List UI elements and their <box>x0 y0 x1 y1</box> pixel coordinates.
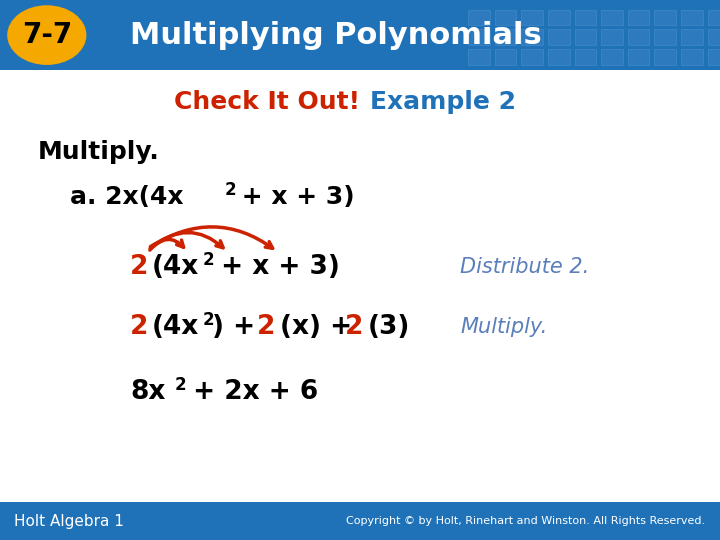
Text: Check It Out!: Check It Out! <box>174 90 360 114</box>
FancyBboxPatch shape <box>681 30 703 45</box>
Text: Holt Algebra 1: Holt Algebra 1 <box>14 514 125 529</box>
Text: 2: 2 <box>203 251 215 269</box>
FancyBboxPatch shape <box>0 0 720 70</box>
Text: 2: 2 <box>257 314 275 340</box>
FancyBboxPatch shape <box>708 30 720 45</box>
Text: Example 2: Example 2 <box>370 90 516 114</box>
FancyBboxPatch shape <box>495 10 516 25</box>
Text: 8x: 8x <box>130 379 166 405</box>
Text: a. 2x(4x: a. 2x(4x <box>70 185 184 209</box>
Text: Copyright © by Holt, Rinehart and Winston. All Rights Reserved.: Copyright © by Holt, Rinehart and Winsto… <box>346 516 706 526</box>
Text: (3): (3) <box>368 314 410 340</box>
FancyBboxPatch shape <box>575 10 596 25</box>
FancyBboxPatch shape <box>521 30 543 45</box>
Text: + x + 3): + x + 3) <box>233 185 355 209</box>
FancyBboxPatch shape <box>468 49 490 65</box>
Text: + 2x + 6: + 2x + 6 <box>184 379 318 405</box>
Text: Multiply.: Multiply. <box>38 140 160 164</box>
FancyBboxPatch shape <box>548 10 570 25</box>
Text: 2: 2 <box>345 314 364 340</box>
Text: Multiply.: Multiply. <box>460 317 547 337</box>
FancyBboxPatch shape <box>548 49 570 65</box>
Text: Distribute 2.: Distribute 2. <box>460 257 589 277</box>
Text: 2: 2 <box>130 314 148 340</box>
FancyBboxPatch shape <box>628 49 649 65</box>
FancyBboxPatch shape <box>628 10 649 25</box>
FancyBboxPatch shape <box>521 49 543 65</box>
Ellipse shape <box>7 5 86 65</box>
FancyBboxPatch shape <box>468 10 490 25</box>
FancyBboxPatch shape <box>654 49 676 65</box>
FancyBboxPatch shape <box>495 49 516 65</box>
FancyBboxPatch shape <box>654 10 676 25</box>
Text: ) +: ) + <box>212 314 264 340</box>
FancyBboxPatch shape <box>521 10 543 25</box>
FancyBboxPatch shape <box>575 49 596 65</box>
Text: + x + 3): + x + 3) <box>212 254 340 280</box>
FancyBboxPatch shape <box>548 30 570 45</box>
FancyArrowPatch shape <box>150 233 223 248</box>
Text: 7-7: 7-7 <box>22 21 72 49</box>
FancyBboxPatch shape <box>628 30 649 45</box>
Text: 2: 2 <box>130 254 148 280</box>
FancyBboxPatch shape <box>601 30 623 45</box>
FancyBboxPatch shape <box>601 10 623 25</box>
FancyArrowPatch shape <box>150 239 184 250</box>
FancyBboxPatch shape <box>575 30 596 45</box>
Text: 2: 2 <box>203 311 215 329</box>
Text: Multiplying Polynomials: Multiplying Polynomials <box>130 21 541 50</box>
FancyBboxPatch shape <box>654 30 676 45</box>
FancyBboxPatch shape <box>708 49 720 65</box>
FancyBboxPatch shape <box>0 502 720 540</box>
FancyBboxPatch shape <box>681 49 703 65</box>
FancyBboxPatch shape <box>468 30 490 45</box>
Text: 2: 2 <box>175 376 186 394</box>
Text: 2: 2 <box>225 181 237 199</box>
Text: (x) +: (x) + <box>280 314 361 340</box>
Text: (4x: (4x <box>152 254 199 280</box>
FancyArrowPatch shape <box>150 227 273 248</box>
FancyBboxPatch shape <box>681 10 703 25</box>
FancyBboxPatch shape <box>601 49 623 65</box>
FancyBboxPatch shape <box>495 30 516 45</box>
FancyBboxPatch shape <box>708 10 720 25</box>
Text: (4x: (4x <box>152 314 199 340</box>
